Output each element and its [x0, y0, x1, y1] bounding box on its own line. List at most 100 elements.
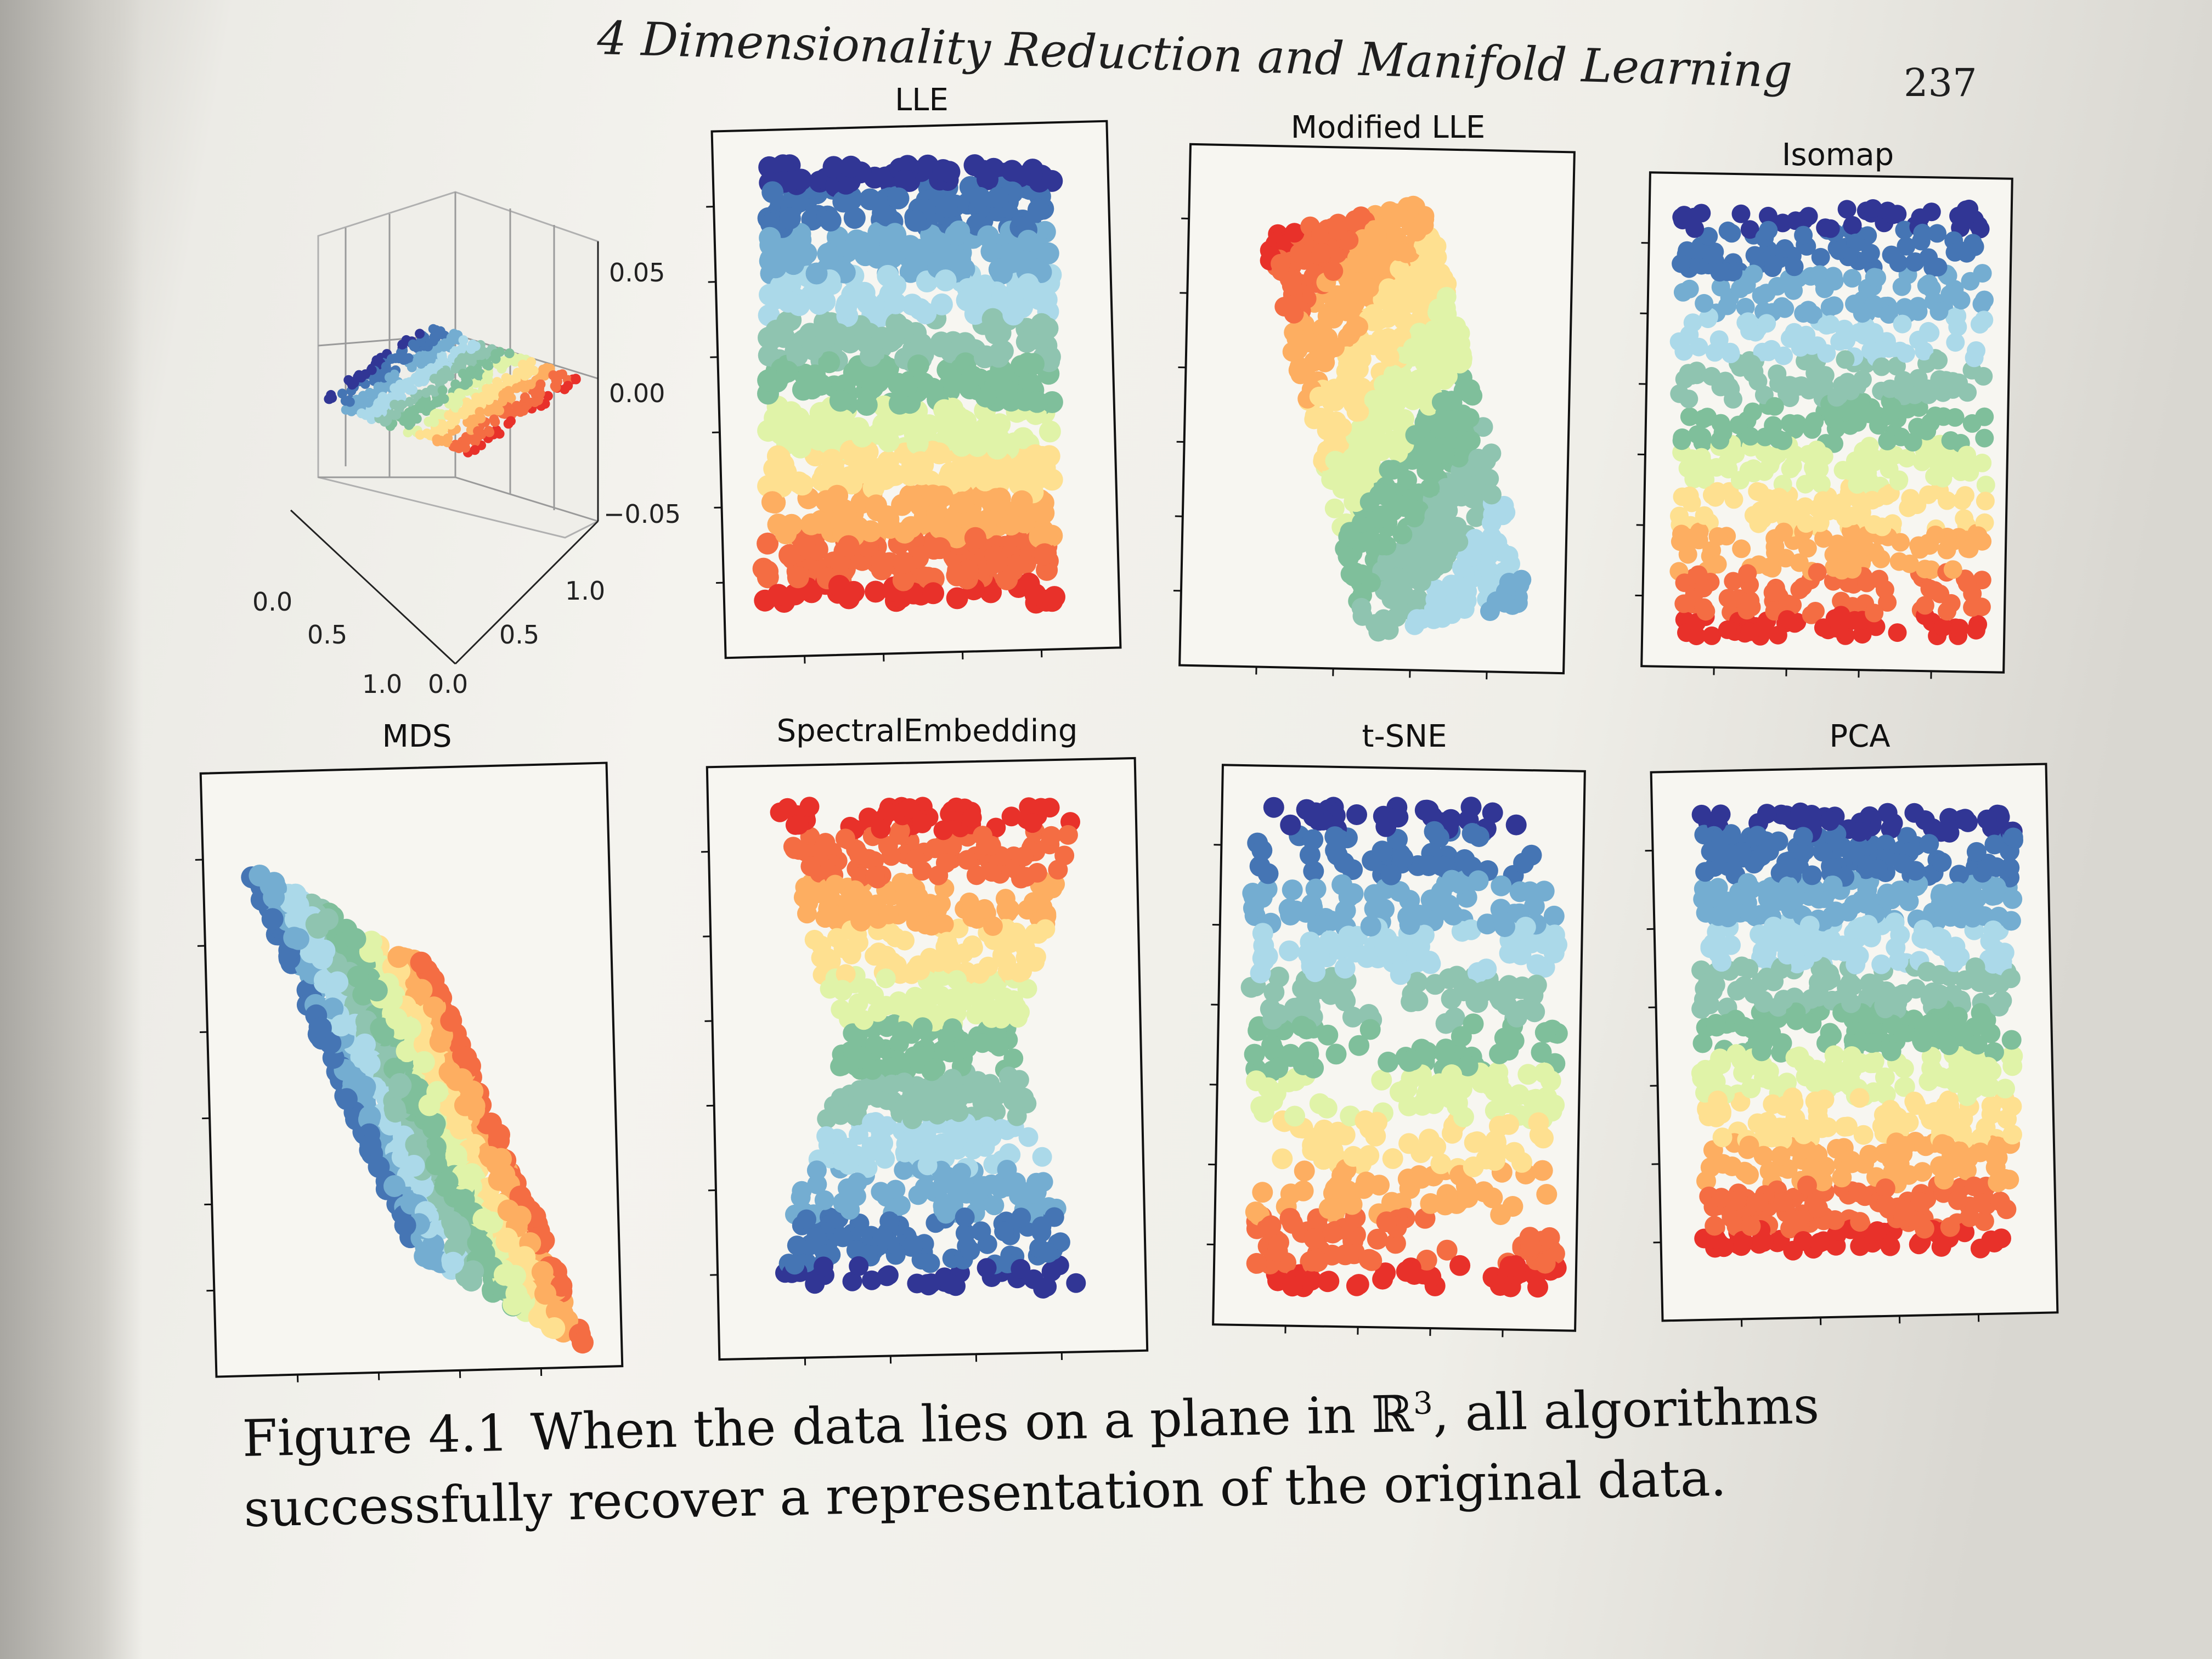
mds-point: [419, 1248, 442, 1270]
isomap-point: [1833, 461, 1853, 479]
isomap-point: [1946, 333, 1965, 352]
spectral-embedding-point: [777, 798, 798, 818]
panel-t-sne: t-SNE: [1206, 719, 1602, 1344]
plane-3d-point: [407, 362, 417, 373]
isomap-point: [1736, 297, 1755, 317]
lle-point: [757, 532, 779, 555]
spectral-embedding-point: [865, 866, 885, 887]
modified-lle-point: [1282, 275, 1302, 296]
plane-3d-point: [471, 378, 481, 388]
plane-3d-point: [454, 356, 464, 366]
spectral-embedding-point: [914, 1249, 934, 1269]
isomap-point: [1971, 219, 1990, 239]
panel-mds: MDS: [195, 719, 636, 1388]
isomap-point: [1756, 427, 1775, 447]
isomap-point: [1945, 408, 1965, 427]
spectral-embedding-point: [877, 1185, 897, 1205]
spectral-embedding-point: [935, 853, 956, 873]
isomap-point: [1741, 427, 1760, 446]
spectral-embedding-point: [1011, 1207, 1031, 1228]
isomap-point: [1678, 545, 1697, 564]
spectral-embedding-point: [832, 980, 853, 1000]
mds-point: [405, 1133, 427, 1156]
plane-3d-point: [454, 388, 465, 398]
isomap-point: [1708, 527, 1728, 546]
plane-3d-point: [438, 374, 449, 385]
lle-point: [758, 344, 780, 366]
isomap-point: [1789, 377, 1808, 396]
isomap-point: [1759, 206, 1778, 225]
modified-lle-point: [1379, 278, 1398, 298]
isomap-point: [1674, 594, 1694, 613]
isomap-point: [1696, 470, 1715, 489]
lle-point: [1015, 331, 1038, 353]
spectral-embedding-point: [1012, 961, 1032, 981]
isomap-point: [1831, 606, 1850, 625]
x-tick-1: 0.5: [307, 620, 348, 650]
isomap-point: [1892, 277, 1911, 296]
isomap-point: [1872, 357, 1891, 376]
spectral-embedding-point: [881, 923, 901, 943]
modified-lle-point: [1390, 207, 1410, 228]
lle-point: [928, 232, 950, 254]
modified-lle-point: [1413, 340, 1434, 360]
modified-lle-point: [1351, 346, 1371, 366]
isomap-point: [1774, 431, 1793, 450]
spectral-embedding-point: [876, 946, 896, 966]
spectral-embedding-point: [848, 1125, 868, 1145]
lle-point: [836, 293, 858, 315]
z-tick-1: 0.00: [609, 379, 665, 408]
plane-3d-point: [327, 393, 337, 403]
spectral-embedding-point: [1004, 930, 1024, 950]
lle-point: [915, 302, 937, 325]
isomap-point: [1704, 246, 1723, 266]
spectral-embedding-point: [815, 833, 836, 853]
lle-point: [931, 485, 953, 507]
spectral-embedding-point: [1016, 867, 1036, 887]
panel-modified-lle: Modified LLE: [1173, 110, 1596, 680]
modified-lle-point: [1457, 582, 1477, 601]
isomap-point: [1780, 414, 1799, 433]
modified-lle-point: [1289, 360, 1308, 380]
mds-point: [387, 946, 410, 968]
lle-point: [1017, 229, 1040, 252]
mds-point: [422, 1117, 444, 1139]
spectral-embedding-point: [805, 1274, 825, 1294]
plane-3d-point: [535, 388, 545, 399]
modified-lle-point: [1465, 529, 1485, 549]
plane-3d-point: [450, 379, 461, 390]
isomap-point: [1724, 490, 1743, 509]
isomap-point: [1749, 514, 1768, 533]
isomap-point: [1955, 509, 1974, 528]
lle-point: [884, 292, 907, 314]
modified-lle-point: [1309, 386, 1329, 407]
spectral-embedding-point: [966, 865, 986, 885]
modified-lle-point: [1347, 249, 1367, 268]
lle-point: [929, 517, 951, 539]
isomap-point: [1928, 257, 1948, 276]
mds-point: [411, 1176, 434, 1198]
lle-point: [887, 187, 910, 210]
isomap-point: [1678, 459, 1697, 478]
isomap-point: [1865, 268, 1884, 287]
spectral-embedding-point: [981, 862, 1002, 882]
spectral-embedding-point: [814, 1190, 834, 1210]
isomap-point: [1853, 370, 1872, 389]
mds-point: [514, 1246, 536, 1268]
plane-3d-point: [442, 339, 453, 349]
lle-point: [946, 564, 968, 586]
plane-3d-point: [475, 407, 485, 417]
isomap-points: [1669, 199, 1995, 646]
isomap-point: [1861, 244, 1880, 263]
modified-lle-point: [1340, 522, 1360, 542]
isomap-point: [1857, 573, 1876, 592]
spectral-embedding-point: [842, 1271, 862, 1291]
plane-3d-point: [337, 388, 347, 399]
isomap-point: [1709, 330, 1729, 349]
isomap-point: [1754, 619, 1773, 638]
modified-lle-point: [1455, 379, 1475, 399]
isomap-point: [1943, 560, 1962, 579]
lle-point: [810, 374, 832, 396]
lle-point: [996, 380, 1018, 402]
lle-point: [776, 360, 799, 383]
